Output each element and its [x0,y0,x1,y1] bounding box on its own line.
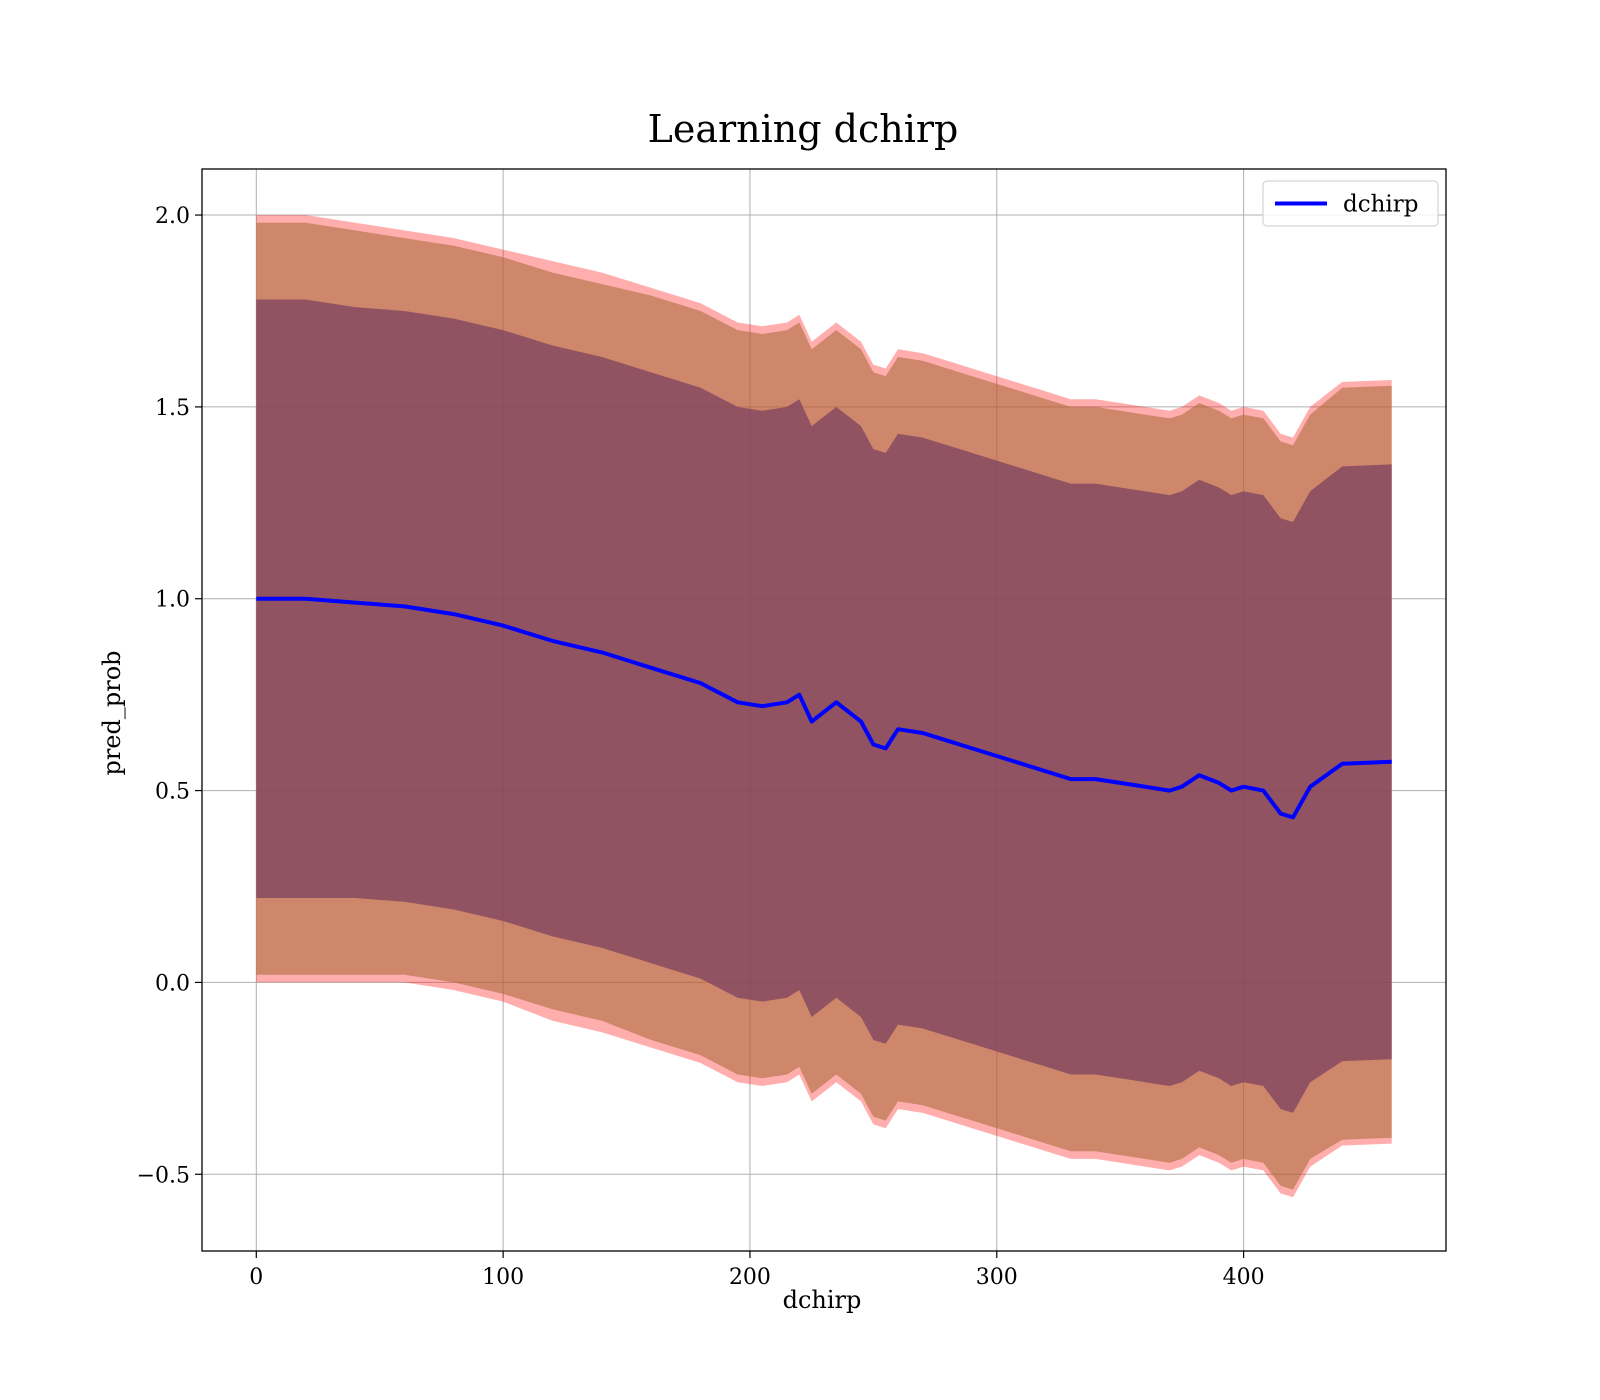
plot-frame [201,168,1447,1252]
x-tick-label-0: 0 [249,1265,263,1290]
y-tick-label-2: 0.5 [155,780,190,805]
y-tick-label-4: 1.5 [155,396,190,421]
band-inner [256,299,1392,1113]
legend-box [1262,180,1439,227]
y-tick-label-5: 2.0 [155,204,190,229]
x-axis-label: dchirp [783,1286,862,1314]
y-tick-label-1: 0.0 [155,971,190,996]
y-axis-label: pred_prob [98,650,126,775]
plot-area: 0 100 200 300 400 −0.5 0.0 0.5 1.0 1.5 2.0 dchirp [137,168,1447,1290]
series-line-dchirp [256,596,1392,820]
chart-title: Learning dchirp [648,107,959,151]
y-tick-label-3: 1.0 [155,588,190,613]
x-tick-label-1: 100 [482,1265,524,1290]
x-tick-label-2: 200 [729,1265,771,1290]
x-tick-label-3: 300 [976,1265,1018,1290]
legend-label-dchirp: dchirp [1343,192,1419,218]
x-tick-label-4: 400 [1223,1265,1265,1290]
y-tick-label-0: −0.5 [137,1163,190,1188]
